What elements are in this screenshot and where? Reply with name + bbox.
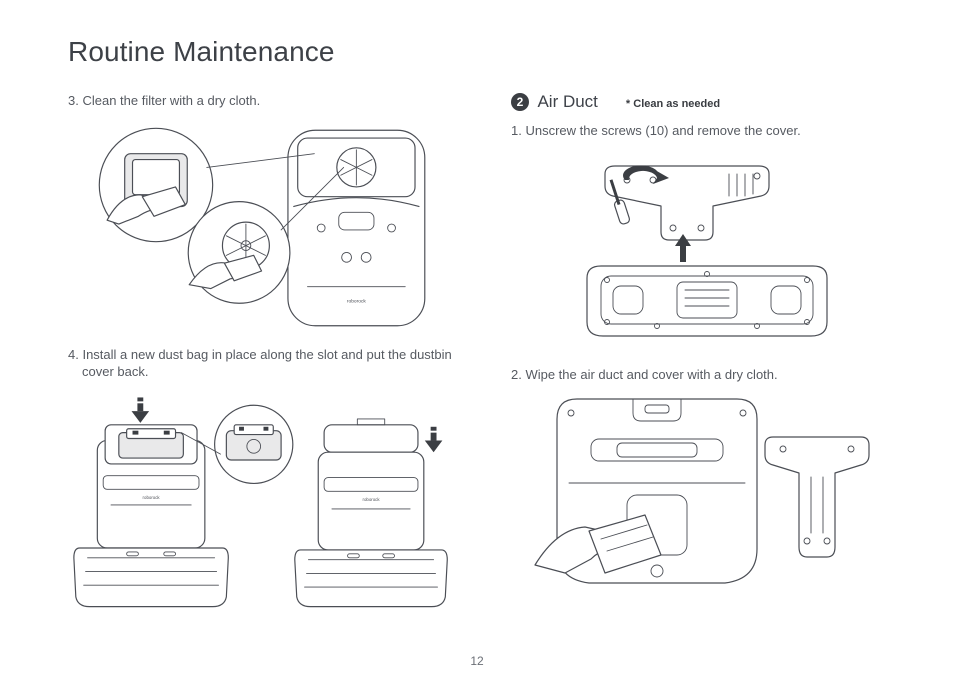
step-4-text: 4. Install a new dust bag in place along… xyxy=(68,346,459,381)
section-number-badge: 2 xyxy=(511,93,529,111)
step-3-text: 3. Clean the filter with a dry cloth. xyxy=(68,92,459,110)
svg-text:roborock: roborock xyxy=(347,298,367,304)
page-number: 12 xyxy=(0,654,954,668)
step-3-illustration: roborock xyxy=(68,118,459,338)
right-column: 2 Air Duct * Clean as needed 1. Unscrew … xyxy=(511,92,902,619)
r-step-1-illustration xyxy=(511,148,902,348)
left-column: 3. Clean the filter with a dry cloth. xyxy=(68,92,459,619)
svg-text:roborock: roborock xyxy=(143,495,161,500)
note-star: * xyxy=(626,98,630,110)
content-columns: 3. Clean the filter with a dry cloth. xyxy=(68,92,902,619)
section-header: 2 Air Duct * Clean as needed xyxy=(511,92,902,112)
step-4-line2: cover back. xyxy=(68,363,459,381)
manual-page: Routine Maintenance 3. Clean the filter … xyxy=(0,0,954,682)
page-title: Routine Maintenance xyxy=(68,36,902,68)
r-step-2-text: 2. Wipe the air duct and cover with a dr… xyxy=(511,366,902,384)
section-title: Air Duct xyxy=(537,92,597,111)
step-4-illustration: roborock xyxy=(68,389,459,619)
r-step-2-illustration xyxy=(511,391,902,601)
section-title-wrap: 2 Air Duct xyxy=(511,92,598,112)
r-step-1-text: 1. Unscrew the screws (10) and remove th… xyxy=(511,122,902,140)
section-note: * Clean as needed xyxy=(626,98,720,110)
note-text: Clean as needed xyxy=(633,98,720,110)
svg-text:roborock: roborock xyxy=(363,497,381,502)
step-4-line1: 4. Install a new dust bag in place along… xyxy=(68,347,452,362)
